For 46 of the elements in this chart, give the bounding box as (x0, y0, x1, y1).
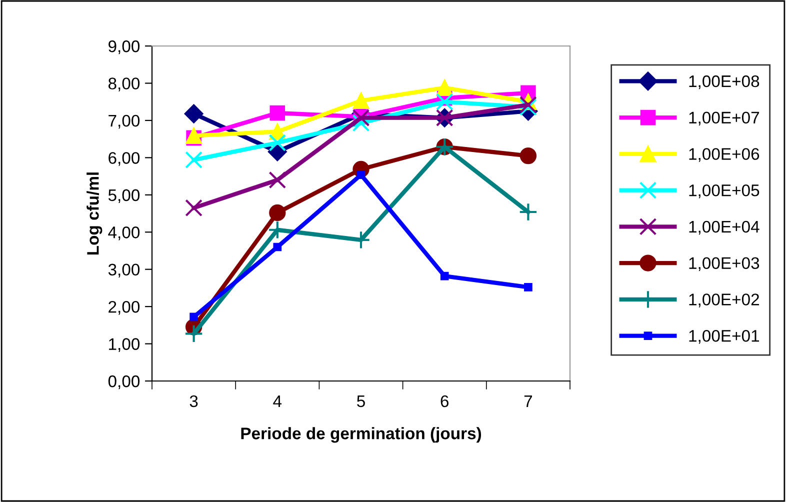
y-tick-label: 6,00 (108, 152, 140, 166)
legend-label: 1,00E+01 (689, 330, 760, 344)
point (440, 272, 449, 280)
legend-label: 1,00E+03 (689, 257, 760, 271)
point (524, 283, 532, 292)
x-tick-label: 3 (190, 395, 198, 408)
y-tick-label: 8,00 (108, 78, 140, 92)
point (269, 204, 286, 222)
point (436, 79, 453, 96)
legend-label: 1,00E+08 (689, 75, 760, 90)
point (190, 312, 198, 322)
point (273, 242, 282, 252)
point (352, 114, 370, 132)
legend-label: 1,00E+02 (689, 294, 759, 308)
x-tick-label: 7 (524, 396, 532, 407)
point (268, 134, 286, 152)
x-tick-label: 6 (440, 395, 448, 408)
y-tick-label: 7,00 (108, 114, 140, 129)
point (185, 199, 202, 217)
y-tick-label: 9,00 (108, 40, 140, 54)
legend-label: 1,00E+04 (689, 220, 760, 235)
point (184, 104, 204, 124)
point (518, 202, 538, 222)
x-tick-label: 5 (357, 396, 365, 408)
y-tick-label: 3,00 (108, 264, 140, 278)
point (270, 105, 286, 121)
x-axis-title: Periode de germination (jours) (241, 427, 482, 443)
x-tick-label: 4 (273, 396, 282, 407)
point (184, 324, 204, 344)
point (520, 147, 537, 164)
y-tick-label: 2,00 (108, 300, 140, 315)
point (268, 171, 286, 189)
point (356, 170, 366, 179)
point (185, 151, 202, 169)
y-axis-title: Log cfu/ml (86, 172, 102, 255)
point (185, 127, 202, 144)
legend-label: 1,00E+07 (689, 112, 759, 126)
y-tick-label: 1,00 (109, 338, 140, 352)
y-tick-label: 0,00 (108, 375, 140, 390)
y-tick-label: 4,00 (108, 226, 140, 240)
point (268, 220, 287, 240)
y-tick-label: 5,00 (108, 189, 140, 204)
point (436, 93, 454, 111)
legend-label: 1,00E+05 (689, 184, 760, 198)
point (352, 92, 370, 110)
legend-label: 1,00E+06 (689, 148, 760, 162)
